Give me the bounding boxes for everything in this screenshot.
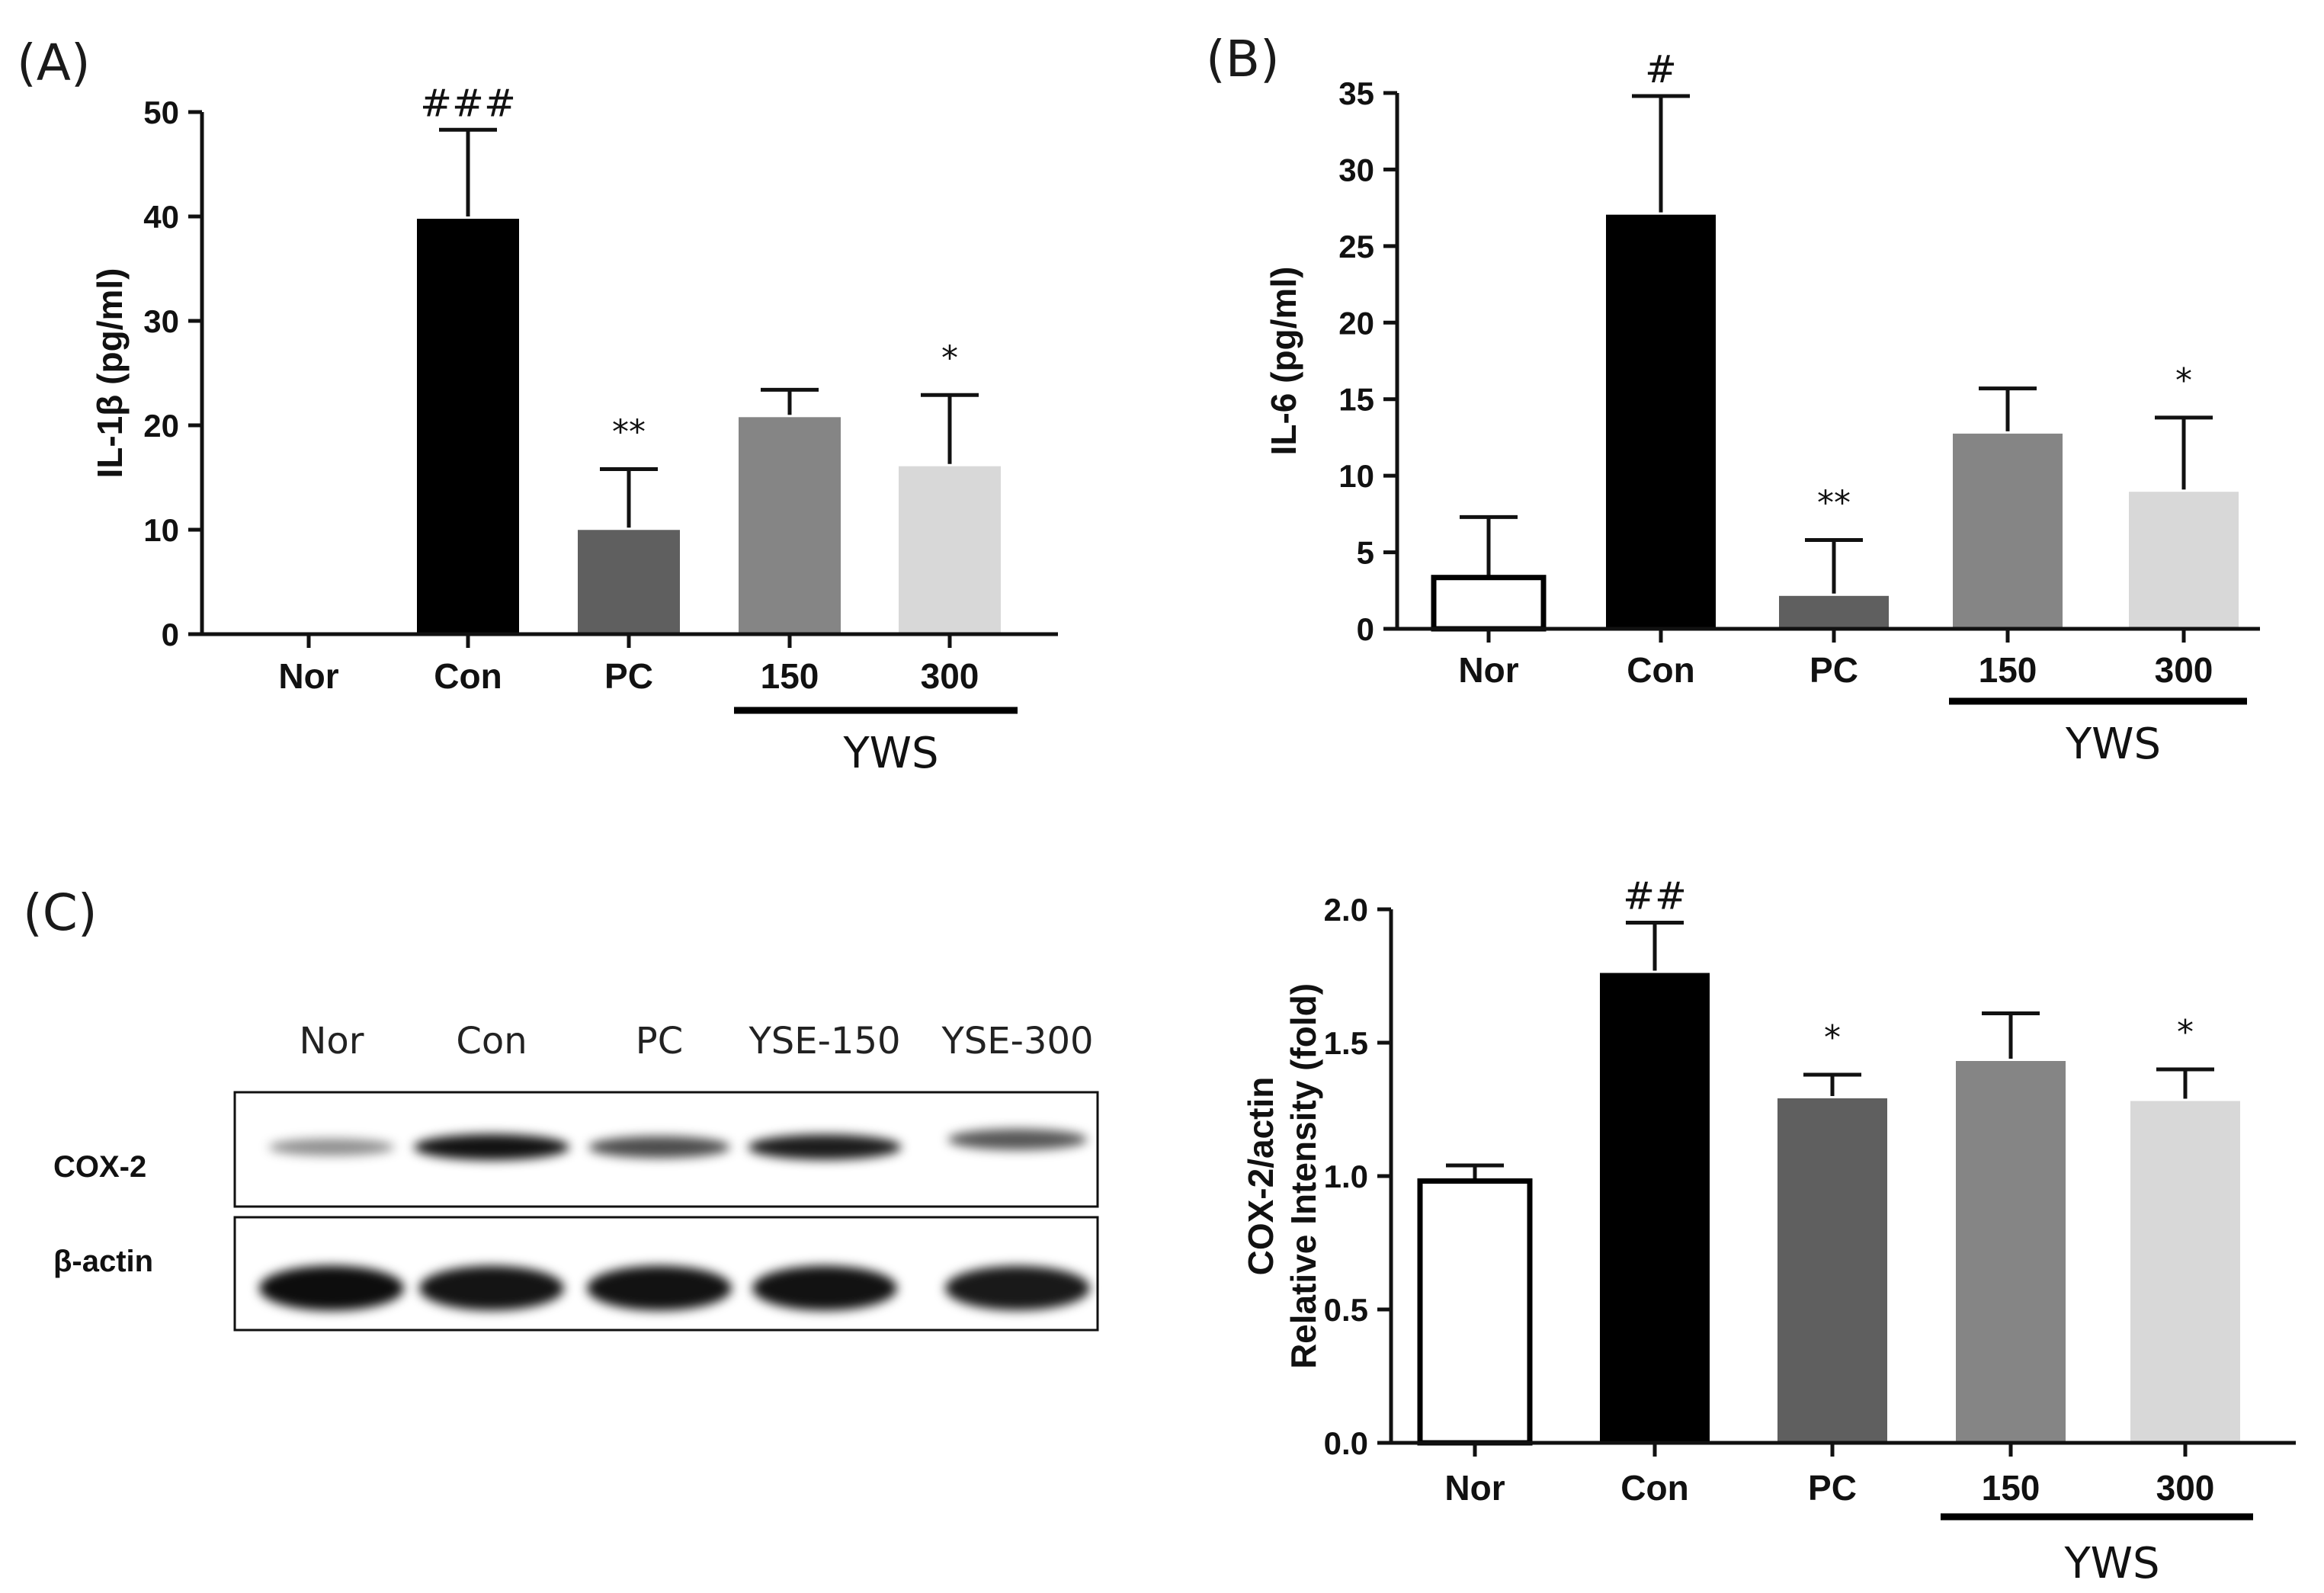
bar [1956, 1061, 2066, 1443]
y-tick-label: 0 [162, 617, 179, 652]
category-label: Nor [1444, 1468, 1505, 1508]
significance-label: # [1645, 47, 1677, 91]
blot-row-label-actin: β-actin [53, 1245, 153, 1278]
significance-label: * [2177, 1013, 2194, 1052]
category-label: 150 [761, 656, 819, 696]
category-label: Nor [278, 656, 338, 696]
bar [1431, 575, 1547, 632]
blot-band-cox2 [268, 1138, 395, 1156]
significance-label: * [1824, 1018, 1841, 1057]
y-tick-label: 30 [143, 303, 179, 339]
bar [1779, 595, 1889, 629]
blot-lane-label-pc: PC [636, 1020, 683, 1063]
y-tick-label: 50 [143, 95, 179, 130]
significance-label: ** [1817, 484, 1851, 523]
category-label: 150 [1979, 650, 2037, 690]
category-label: 150 [1982, 1468, 2040, 1508]
bar [1953, 433, 2063, 629]
y-tick-label: 10 [143, 512, 179, 548]
category-label: 300 [921, 656, 979, 696]
category-label: PC [1808, 1468, 1857, 1508]
blot-band-cox2 [947, 1129, 1088, 1150]
panel-label-c: (C) [23, 883, 98, 942]
blot-band-actin [587, 1265, 732, 1311]
significance-label: ## [1623, 874, 1687, 918]
significance-label: ### [420, 81, 516, 125]
blot-band-actin [945, 1265, 1090, 1311]
y-tick-label: 1.0 [1324, 1159, 1368, 1194]
bar [899, 466, 1001, 634]
blot-band-actin [752, 1265, 897, 1311]
category-label: 300 [2156, 1468, 2215, 1508]
category-label: Con [434, 656, 502, 696]
y-tick-label: 40 [143, 199, 179, 235]
bar [2129, 492, 2239, 629]
y-tick-label: 1.5 [1324, 1025, 1368, 1061]
category-label: Nor [1458, 650, 1518, 690]
blot-row-label-cox2: COX-2 [53, 1150, 146, 1184]
category-label: 300 [2155, 650, 2213, 690]
blot-band-actin [259, 1265, 404, 1311]
significance-label: * [2175, 361, 2192, 400]
blot-band-cox2 [588, 1136, 730, 1159]
panel-label-b: (B) [1206, 30, 1280, 88]
bar [2130, 1101, 2240, 1443]
blot-band-actin [419, 1265, 564, 1311]
y-tick-label: 0.5 [1324, 1292, 1368, 1328]
category-label: PC [604, 656, 653, 696]
y-tick-label: 25 [1338, 229, 1374, 264]
y-axis-label: COX-2/actin [1241, 1077, 1281, 1276]
chart-cox2-ratio: Nor Con ## PC * 150 300 * 0.0 0.5 1.0 1.5 2.0 COX-2/a… [1241, 874, 2296, 1588]
bar [1777, 1098, 1887, 1443]
panel-label-a: (A) [17, 34, 91, 92]
category-label: Con [1627, 650, 1694, 690]
group-label: YWS [2063, 1539, 2159, 1588]
group-label: YWS [2065, 720, 2161, 769]
blot-lane-label-con: Con [456, 1020, 527, 1063]
y-tick-label: 0.0 [1324, 1425, 1368, 1461]
y-axis-label: IL-1β (pg/ml) [90, 268, 130, 479]
blot-bands-cox2 [268, 1129, 1088, 1161]
y-tick-label: 15 [1338, 382, 1374, 418]
blot-lane-label-nor: Nor [299, 1020, 364, 1063]
category-label: PC [1810, 650, 1858, 690]
y-tick-label: 10 [1338, 458, 1374, 494]
y-tick-label: 20 [143, 408, 179, 444]
category-label: Con [1620, 1468, 1688, 1508]
bar [1417, 1178, 1533, 1446]
chart-il6: Nor Con # PC ** 150 300 * 0 5 10 15 20 25 30 35 IL-6 (pg… [1264, 47, 2260, 769]
y-tick-label: 30 [1338, 152, 1374, 188]
chart-il1b: Nor Con ### PC ** 150 300 * 0 10 20 30 40 50 IL-1β (pg… [90, 81, 1058, 778]
y-tick-label: 0 [1357, 611, 1374, 647]
blot-lane-label-yse300: YSE-300 [941, 1020, 1093, 1063]
y-axis-label: IL-6 (pg/ml) [1264, 267, 1303, 456]
significance-label: * [941, 338, 958, 377]
y-axis-label: Relative Intensity (fold) [1284, 983, 1323, 1369]
blot-band-cox2 [414, 1133, 569, 1161]
bar [739, 417, 841, 634]
western-blot: Nor Con PC YSE-150 YSE-300 COX-2 β-actin [53, 1020, 1099, 1332]
y-tick-label: 2.0 [1324, 892, 1368, 928]
y-tick-label: 5 [1357, 535, 1374, 571]
bar [1600, 973, 1710, 1443]
blot-band-cox2 [748, 1134, 902, 1160]
group-label: YWS [842, 729, 938, 778]
bar [1606, 214, 1716, 629]
significance-label: ** [612, 413, 646, 452]
blot-lane-label-yse150: YSE-150 [748, 1020, 900, 1063]
bar [417, 219, 519, 634]
bar [578, 530, 680, 634]
y-tick-label: 20 [1338, 305, 1374, 341]
y-tick-label: 35 [1338, 75, 1374, 111]
blot-bands-actin [259, 1265, 1090, 1311]
